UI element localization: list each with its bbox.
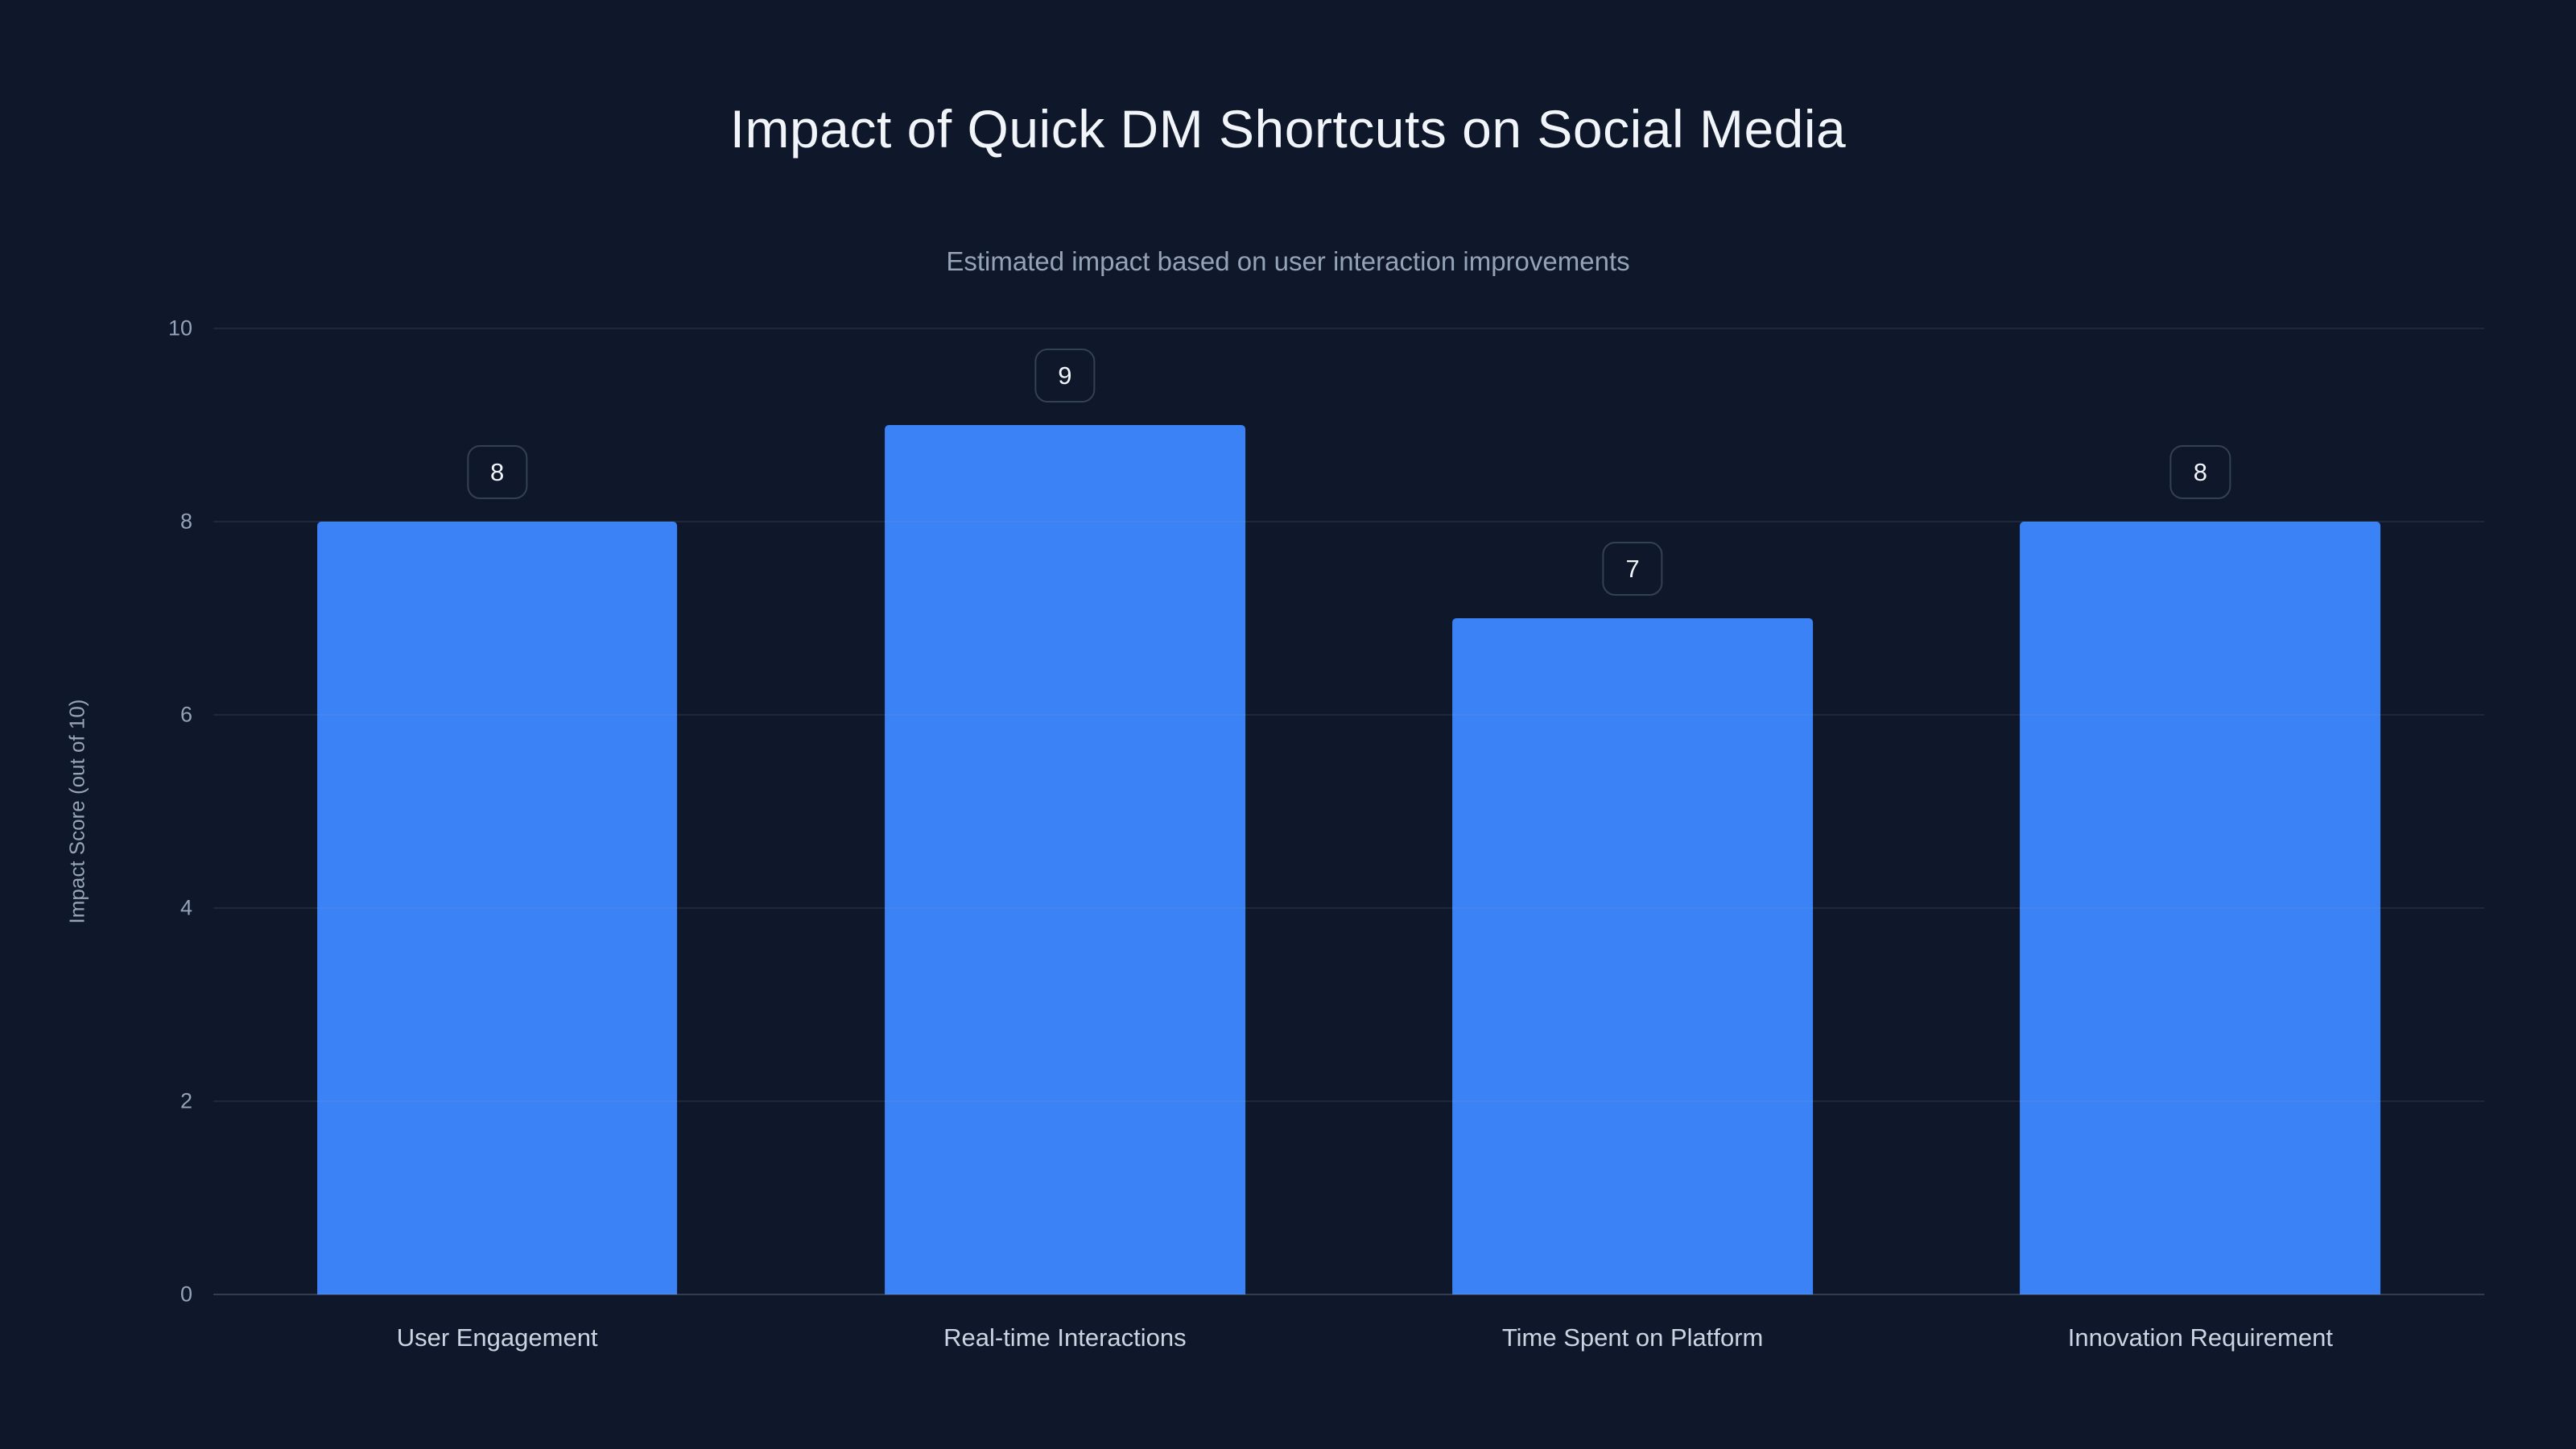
chart-title: Impact of Quick DM Shortcuts on Social M…	[729, 99, 1847, 159]
y-tick-label: 0	[180, 1282, 192, 1307]
x-axis-label: Time Spent on Platform	[1501, 1323, 1764, 1352]
bar-slot: 8	[213, 328, 781, 1294]
x-axis-label: Innovation Requirement	[2067, 1323, 2333, 1352]
bar	[2020, 522, 2381, 1294]
x-axis-label: Real-time Interactions	[943, 1323, 1187, 1352]
y-tick-label: 4	[180, 895, 192, 920]
x-axis-labels: User Engagement Real-time Interactions Tim…	[213, 1323, 2484, 1352]
x-axis-line	[213, 1294, 2484, 1295]
x-axis-label: User Engagement	[396, 1323, 598, 1352]
y-tick-label: 2	[180, 1088, 192, 1113]
y-tick-label: 8	[180, 509, 192, 534]
bar-value-badge: 8	[467, 445, 528, 499]
gridline	[213, 521, 2484, 522]
y-axis-title: Impact Score (out of 10)	[64, 699, 89, 924]
bar-slot: 7	[1349, 328, 1917, 1294]
gridline	[213, 1100, 2484, 1102]
bar	[1452, 618, 1814, 1294]
y-tick-label: 10	[167, 316, 192, 341]
bar-value-badge: 9	[1034, 349, 1096, 402]
gridline	[213, 907, 2484, 909]
bar-value-badge: 7	[1602, 542, 1663, 596]
y-tick-label: 6	[180, 702, 192, 727]
chart-subtitle: Estimated impact based on user interacti…	[946, 246, 1630, 276]
gridline	[213, 714, 2484, 716]
bar	[884, 425, 1245, 1294]
plot-area: 8 9 7 8 0 2 4 6 8 10	[168, 317, 2484, 1305]
bar-slots: 8 9 7 8	[213, 328, 2484, 1294]
bar-slot: 9	[781, 328, 1348, 1294]
bar	[316, 522, 678, 1294]
bar-slot: 8	[1917, 328, 2484, 1294]
gridline	[213, 328, 2484, 329]
bar-value-badge: 8	[2169, 445, 2231, 499]
